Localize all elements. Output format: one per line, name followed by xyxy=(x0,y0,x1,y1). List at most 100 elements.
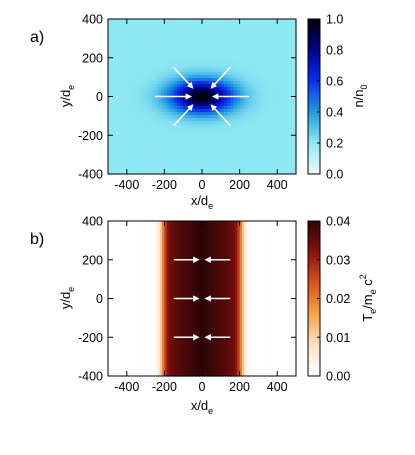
heatmap-cell xyxy=(139,74,144,79)
heatmap-cell xyxy=(123,74,128,79)
heatmap-cell xyxy=(274,31,278,36)
heatmap-cell xyxy=(233,102,238,107)
heatmap-cell xyxy=(170,46,175,51)
heatmap-cell xyxy=(139,37,144,42)
heatmap-cell xyxy=(292,139,297,144)
heatmap-cell xyxy=(258,96,263,101)
heatmap-cell xyxy=(277,99,281,104)
heatmap-cell xyxy=(292,161,297,166)
heatmap-cell xyxy=(292,105,297,110)
heatmap-cell xyxy=(145,164,150,169)
heatmap-cell xyxy=(202,59,206,63)
heatmap-cell xyxy=(202,93,206,98)
heatmap-cell xyxy=(198,65,203,70)
heatmap-cell xyxy=(117,112,122,116)
heatmap-cell xyxy=(264,25,269,29)
heatmap-cell xyxy=(274,121,278,125)
heatmap-cell xyxy=(158,152,162,156)
heatmap-cell xyxy=(142,25,147,29)
heatmap-cell xyxy=(161,46,165,51)
heatmap-cell xyxy=(242,149,247,153)
heatmap-cell xyxy=(217,133,222,138)
heatmap-cell xyxy=(108,81,112,85)
heatmap-cell xyxy=(252,121,256,125)
heatmap-cell xyxy=(205,87,209,91)
heatmap-cell xyxy=(114,152,118,156)
colorbar-segment xyxy=(308,262,320,266)
heatmap-cell xyxy=(161,158,165,163)
heatmap-cell xyxy=(252,105,256,110)
heatmap-cell xyxy=(108,127,112,132)
heatmap-cell xyxy=(277,25,281,29)
heatmap-cell xyxy=(265,221,269,377)
heatmap-cell xyxy=(170,99,175,104)
heatmap-cell xyxy=(286,158,291,163)
heatmap-cell xyxy=(198,31,203,36)
heatmap-cell xyxy=(142,59,147,63)
heatmap-cell xyxy=(236,146,241,150)
heatmap-cell xyxy=(230,87,234,91)
colorbar-segment xyxy=(308,117,320,121)
heatmap-cell xyxy=(161,65,165,70)
heatmap-cell xyxy=(267,59,272,63)
heatmap-cell xyxy=(126,90,131,94)
heatmap-cell xyxy=(286,74,291,79)
heatmap-cell xyxy=(126,139,131,144)
heatmap-cell xyxy=(286,93,291,98)
heatmap-cell xyxy=(223,136,228,141)
heatmap-cell xyxy=(192,25,197,29)
heatmap-cell xyxy=(211,167,216,172)
heatmap-cell xyxy=(173,53,178,57)
heatmap-cell xyxy=(270,40,275,45)
heatmap-cell xyxy=(198,53,203,57)
heatmap-cell xyxy=(205,146,209,150)
heatmap-cell xyxy=(120,167,125,172)
heatmap-cell xyxy=(192,136,197,141)
heatmap-cell xyxy=(183,149,187,153)
heatmap-cell xyxy=(129,102,134,107)
colorbar-tick-label: 0.04 xyxy=(326,215,350,229)
heatmap-cell xyxy=(274,50,278,54)
heatmap-cell xyxy=(205,40,209,45)
heatmap-cell xyxy=(261,161,266,166)
heatmap-cell xyxy=(120,161,125,166)
heatmap-cell xyxy=(145,161,150,166)
heatmap-cell xyxy=(270,65,275,70)
heatmap-cell xyxy=(161,93,165,98)
heatmap-cell xyxy=(227,56,231,60)
heatmap-cell xyxy=(217,71,222,76)
heatmap-cell xyxy=(158,124,162,129)
heatmap-cell xyxy=(173,115,178,119)
heatmap-cell xyxy=(120,25,125,29)
heatmap-cell xyxy=(223,87,228,91)
heatmap-cell xyxy=(142,81,147,85)
heatmap-cell xyxy=(114,139,118,144)
heatmap-cell xyxy=(161,170,165,175)
heatmap-cell xyxy=(261,46,266,51)
heatmap-cell xyxy=(202,22,206,26)
heatmap-cell xyxy=(245,40,250,45)
heatmap-cell xyxy=(129,146,134,150)
colorbar-tick-label: 0.02 xyxy=(326,292,350,306)
heatmap-cell xyxy=(205,127,209,132)
colorbar-tick-label: 0.6 xyxy=(326,75,343,89)
heatmap-cell xyxy=(148,56,153,60)
heatmap-cell xyxy=(280,133,285,138)
heatmap-cell xyxy=(245,149,250,153)
heatmap-cell xyxy=(214,50,219,54)
heatmap-cell xyxy=(236,124,241,129)
heatmap-cell xyxy=(208,25,212,29)
heatmap-cell xyxy=(236,115,241,119)
heatmap-cell xyxy=(164,152,169,156)
heatmap-cell xyxy=(289,118,294,122)
heatmap-cell xyxy=(205,102,209,107)
heatmap-cell xyxy=(205,121,209,125)
heatmap-cell xyxy=(142,136,147,141)
colorbar-segment xyxy=(308,122,320,126)
heatmap-cell xyxy=(180,65,184,70)
heatmap-cell xyxy=(139,84,144,88)
heatmap-cell xyxy=(267,62,272,67)
heatmap-cell xyxy=(189,118,194,122)
heatmap-cell xyxy=(164,130,169,135)
heatmap-cell xyxy=(142,115,147,119)
